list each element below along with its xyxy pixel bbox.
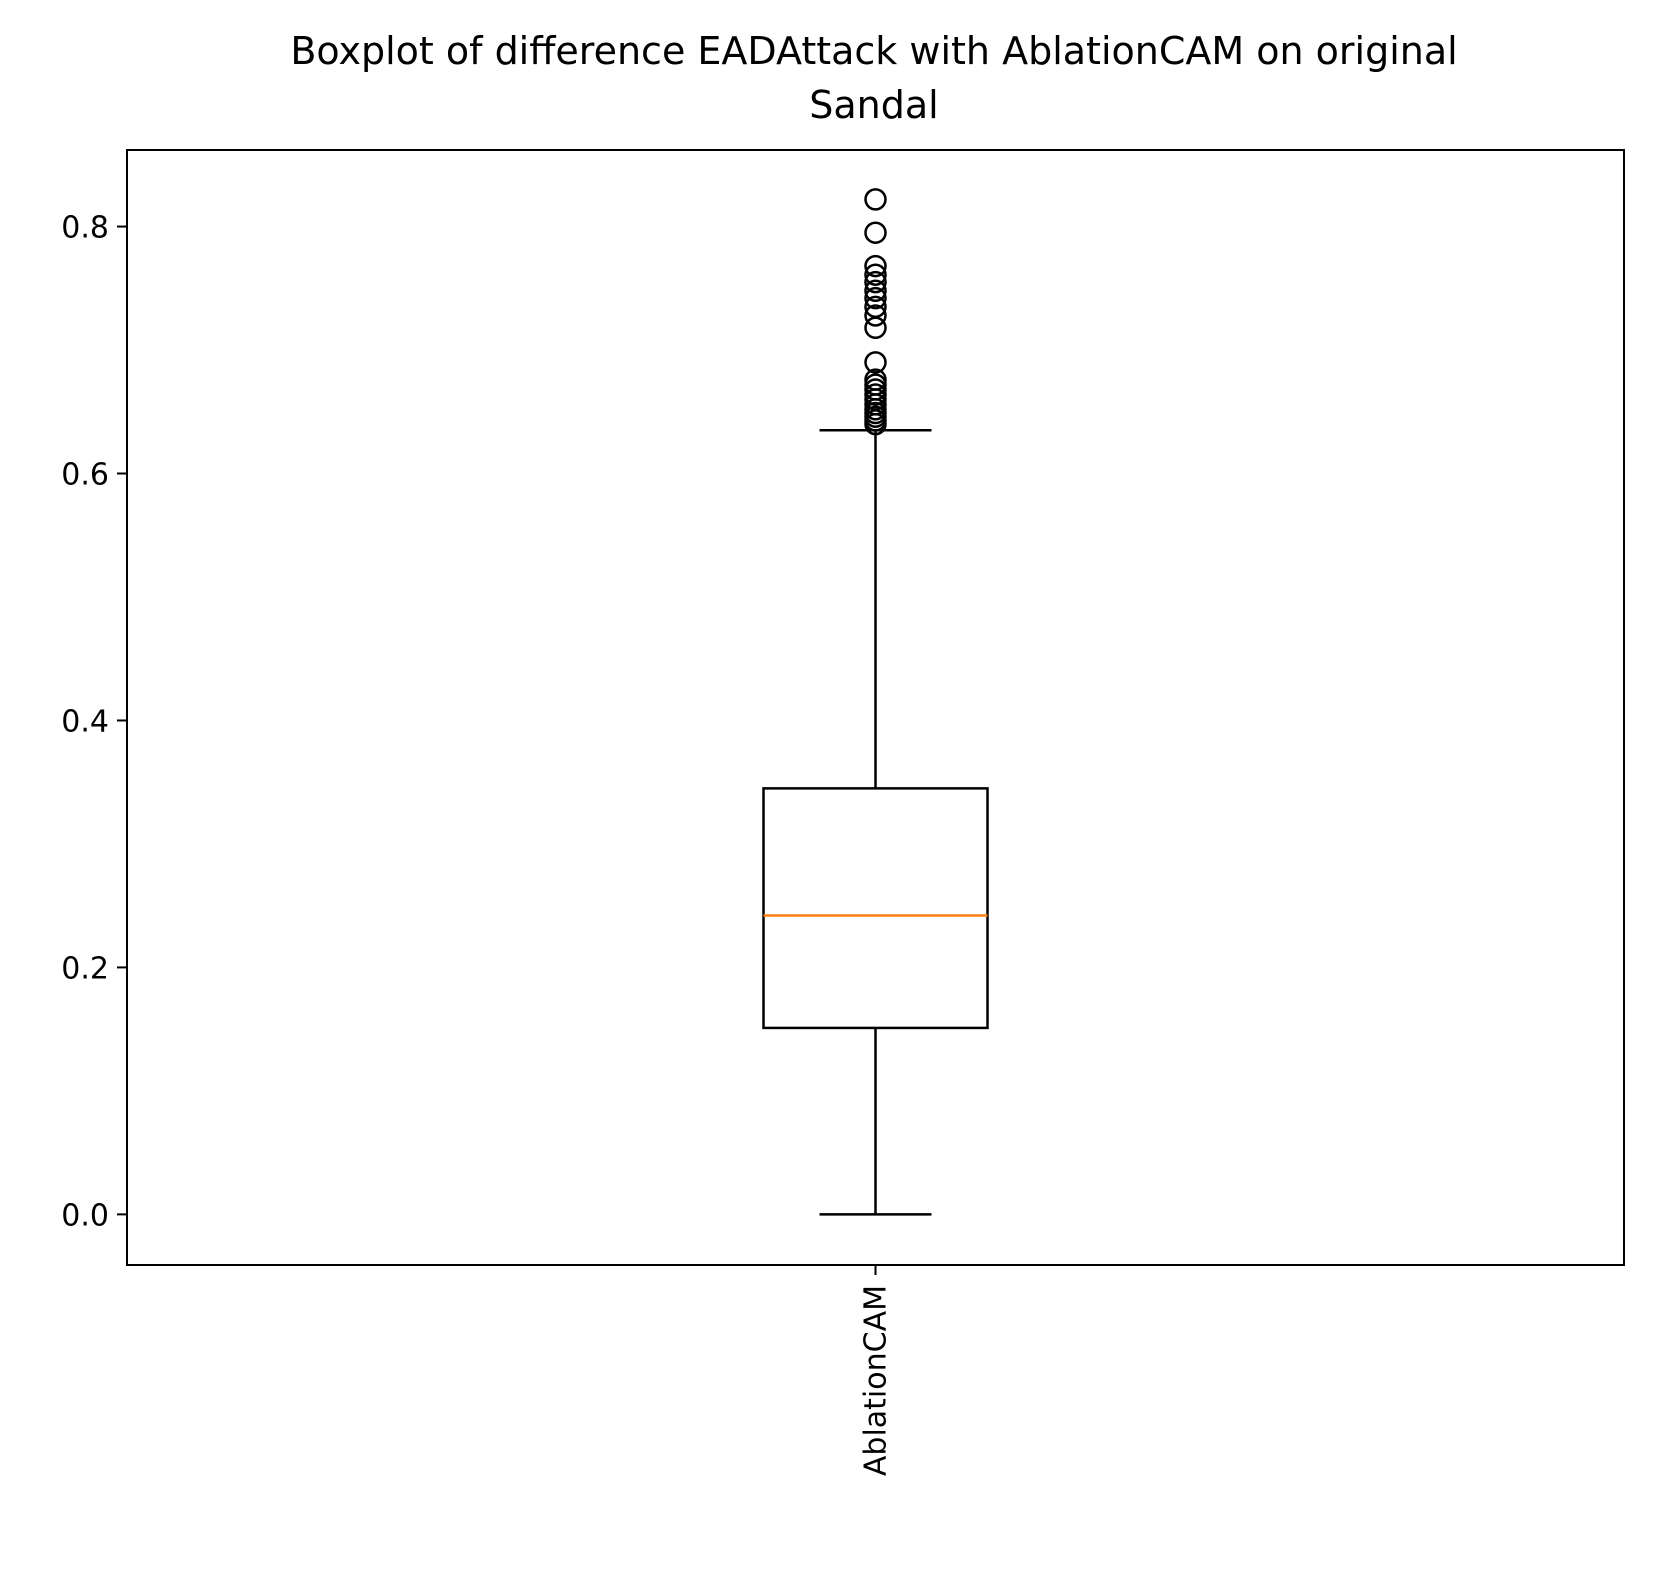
y-tick-label: 0.8 <box>61 211 109 246</box>
outlier-point <box>864 188 887 211</box>
interquartile-box <box>762 787 989 1030</box>
box-group <box>762 188 989 1216</box>
y-tick-label: 0.4 <box>61 704 109 739</box>
chart-title-line-2: Sandal <box>809 83 938 127</box>
outlier-point <box>864 270 887 294</box>
x-tick-label: AblationCAM <box>859 1285 894 1476</box>
outlier-point <box>864 304 887 327</box>
outlier-point <box>864 286 887 310</box>
outlier-point <box>864 295 887 319</box>
x-axis: AblationCAM <box>859 1265 894 1476</box>
chart-title-line-1: Boxplot of difference EADAttack with Abl… <box>290 29 1457 73</box>
outlier-point <box>864 368 887 391</box>
boxes-layer <box>762 188 989 1216</box>
outlier-point <box>864 351 887 374</box>
outlier-point <box>864 254 887 278</box>
outlier-point <box>864 263 887 286</box>
y-tick-label: 0.2 <box>61 951 109 986</box>
y-tick-label: 0.6 <box>61 458 109 493</box>
outlier-point <box>864 279 887 303</box>
outlier-point <box>864 221 887 244</box>
y-tick-label: 0.0 <box>61 1198 109 1233</box>
y-axis: 0.0 0.2 0.4 0.6 0.8 <box>61 211 127 1233</box>
